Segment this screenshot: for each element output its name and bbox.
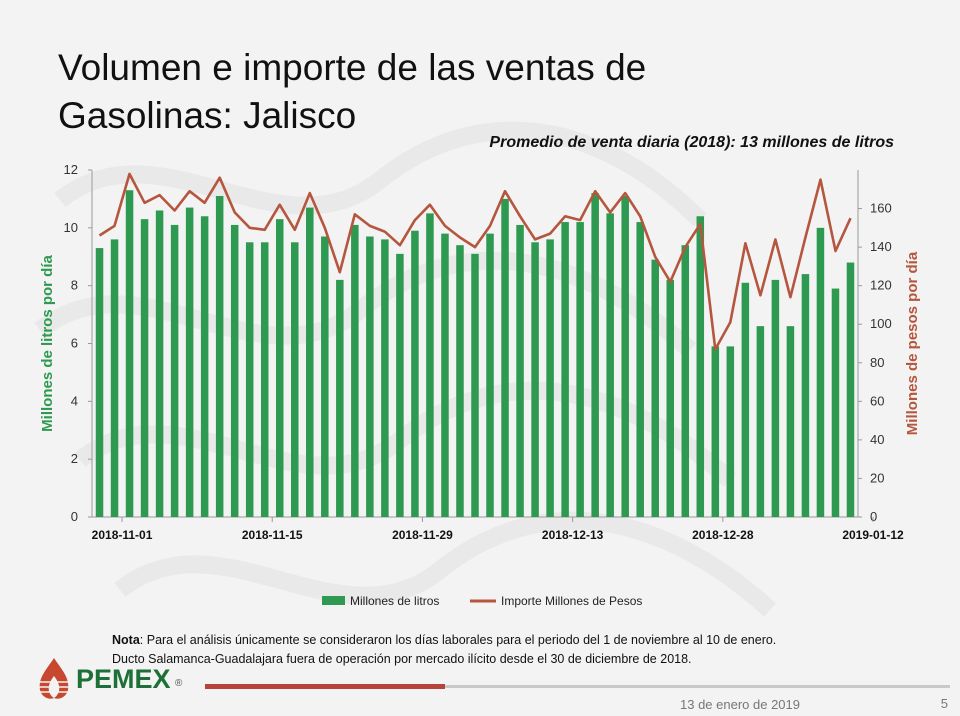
footnote-label: Nota [112,633,140,647]
bar [125,190,134,517]
left-tick-label: 4 [71,393,78,408]
bar [576,222,584,518]
bar [741,282,750,517]
bar [275,219,284,518]
bar [471,253,479,517]
x-tick-label: 2018-12-13 [542,528,604,542]
bar [245,242,254,517]
series-line-importe [98,172,852,351]
title-line-1: Volumen e importe de las ventas de [58,47,647,88]
bar [591,193,599,517]
pemex-wordmark: PEMEX [76,664,171,694]
legend-label-litros: Millones de litros [350,594,439,608]
bar [321,236,329,517]
sales-chart: 0246810120204060801001201401602018-11-01… [39,162,921,608]
bar [846,262,855,517]
bar [456,245,464,517]
x-tick-label: 2019-01-12 [842,528,904,542]
bar [306,207,314,517]
footnote-line-2: Ducto Salamanca-Guadalajara fuera de ope… [112,652,692,666]
bar [621,196,629,517]
left-tick-label: 8 [71,278,78,293]
bar [531,242,539,517]
bar [140,219,149,518]
bar [831,288,840,517]
bar [260,242,269,517]
right-tick-label: 20 [870,470,884,485]
footnote: Nota: Para el análisis únicamente se con… [112,631,912,669]
bar [381,239,389,517]
page-number: 5 [940,696,948,711]
bar [215,196,224,517]
x-tick-label: 2018-12-28 [692,528,754,542]
bar [711,346,720,517]
bar [606,213,614,517]
bar [816,227,825,518]
bar [336,279,344,517]
bar [426,213,434,517]
bar [396,253,404,517]
left-tick-label: 6 [71,336,78,351]
right-tick-label: 140 [870,239,892,254]
right-axis-title: Millones de pesos por día [904,251,921,435]
bar [771,279,780,517]
right-tick-label: 100 [870,316,892,331]
bar [666,279,675,517]
x-tick-label: 2018-11-01 [92,528,153,542]
bar [200,216,209,517]
bar [170,224,179,518]
bar [561,222,569,518]
legend-swatch-litros [322,596,345,605]
registered-mark: ® [175,678,183,689]
left-tick-label: 12 [64,162,78,177]
bar [185,207,194,517]
bar [636,222,644,518]
chart-subtitle: Promedio de venta diaria (2018): 13 mill… [489,134,894,151]
bar [681,245,690,517]
bar [351,224,359,518]
footer-divider [445,685,950,688]
bar [516,224,524,518]
right-tick-label: 160 [870,201,892,216]
bar [501,198,509,517]
bar [291,242,299,517]
slide-title: Volumen e importe de las ventas de Gasol… [58,44,758,140]
right-tick-label: 0 [870,509,877,524]
title-line-2: Gasolinas: Jalisco [58,95,357,136]
right-tick-label: 80 [870,355,884,370]
bar [486,233,494,517]
footnote-line-1: Nota: Para el análisis únicamente se con… [112,631,912,650]
bar [110,239,119,517]
bar [230,224,239,518]
bar [546,239,554,517]
footer-date: 13 de enero de 2019 [680,697,800,712]
left-tick-label: 10 [64,220,78,235]
left-tick-label: 0 [71,509,78,524]
bar [411,230,419,517]
bar [366,236,374,517]
right-tick-label: 60 [870,393,884,408]
footnote-text-1: : Para el análisis únicamente se conside… [139,633,777,647]
footer-accent-bar [205,684,445,689]
bar [155,210,164,517]
bar [95,248,104,517]
bar [651,259,659,517]
right-tick-label: 120 [870,278,892,293]
bar [801,274,810,517]
left-axis-title: Millones de litros por día [39,255,56,432]
x-tick-label: 2018-11-15 [242,528,303,542]
left-tick-label: 2 [71,451,78,466]
legend-label-importe: Importe Millones de Pesos [501,594,642,608]
bar [726,346,735,517]
right-tick-label: 40 [870,432,884,447]
bar [441,233,449,517]
pemex-flame-icon [36,658,72,699]
x-tick-label: 2018-11-29 [392,528,453,542]
bar [696,216,705,517]
bar [786,326,795,517]
pemex-logo: PEMEX ® [32,656,202,702]
bar [756,326,765,517]
